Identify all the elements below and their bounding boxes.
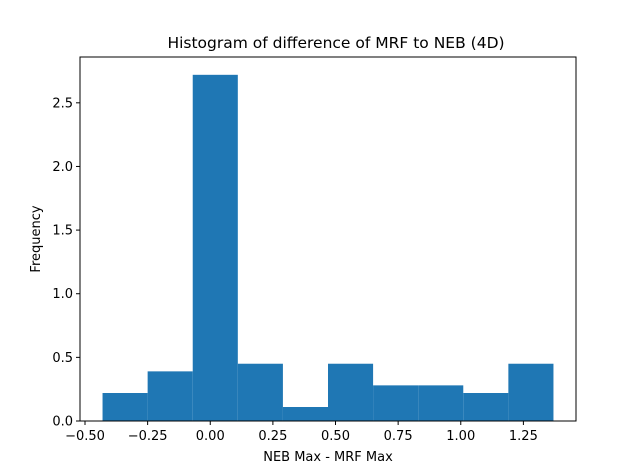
x-tick-label: 1.25 bbox=[509, 429, 538, 444]
histogram-bar bbox=[463, 393, 509, 421]
plot-frame bbox=[79, 56, 577, 422]
x-tick-label: −0.25 bbox=[128, 429, 168, 444]
histogram-bar bbox=[192, 74, 238, 422]
x-axis-label: NEB Max - MRF Max bbox=[263, 450, 393, 465]
chart-title: Histogram of difference of MRF to NEB (4… bbox=[167, 34, 504, 52]
histogram-bar bbox=[237, 363, 283, 421]
histogram-bar bbox=[418, 385, 464, 421]
histogram-bar bbox=[102, 393, 148, 421]
histogram-bar bbox=[282, 407, 328, 421]
histogram-bar bbox=[508, 363, 554, 421]
y-tick-label: 2.0 bbox=[52, 160, 73, 175]
histogram-bar bbox=[373, 385, 419, 421]
y-tick-label: 1.0 bbox=[52, 287, 73, 302]
histogram-bar bbox=[328, 363, 374, 421]
y-tick-label: 1.5 bbox=[52, 224, 73, 239]
y-tick-label: 0.0 bbox=[52, 415, 73, 430]
x-axis: −0.50 −0.25 0.00 0.25 0.50 0.75 1.00 1.25 bbox=[65, 421, 538, 444]
y-tick-label: 0.5 bbox=[52, 351, 73, 366]
y-axis: 0.0 0.5 1.0 1.5 2.0 2.5 bbox=[52, 96, 80, 430]
x-tick-label: −0.50 bbox=[65, 429, 105, 444]
x-tick-label: 0.75 bbox=[384, 429, 413, 444]
x-tick-label: 0.50 bbox=[321, 429, 350, 444]
y-tick-label: 2.5 bbox=[52, 96, 73, 111]
histogram-bar bbox=[147, 371, 193, 421]
y-axis-label: Frequency bbox=[29, 205, 44, 272]
x-tick-label: 1.00 bbox=[446, 429, 475, 444]
x-tick-label: 0.25 bbox=[258, 429, 287, 444]
bars-group bbox=[102, 74, 554, 422]
x-tick-label: 0.00 bbox=[196, 429, 225, 444]
